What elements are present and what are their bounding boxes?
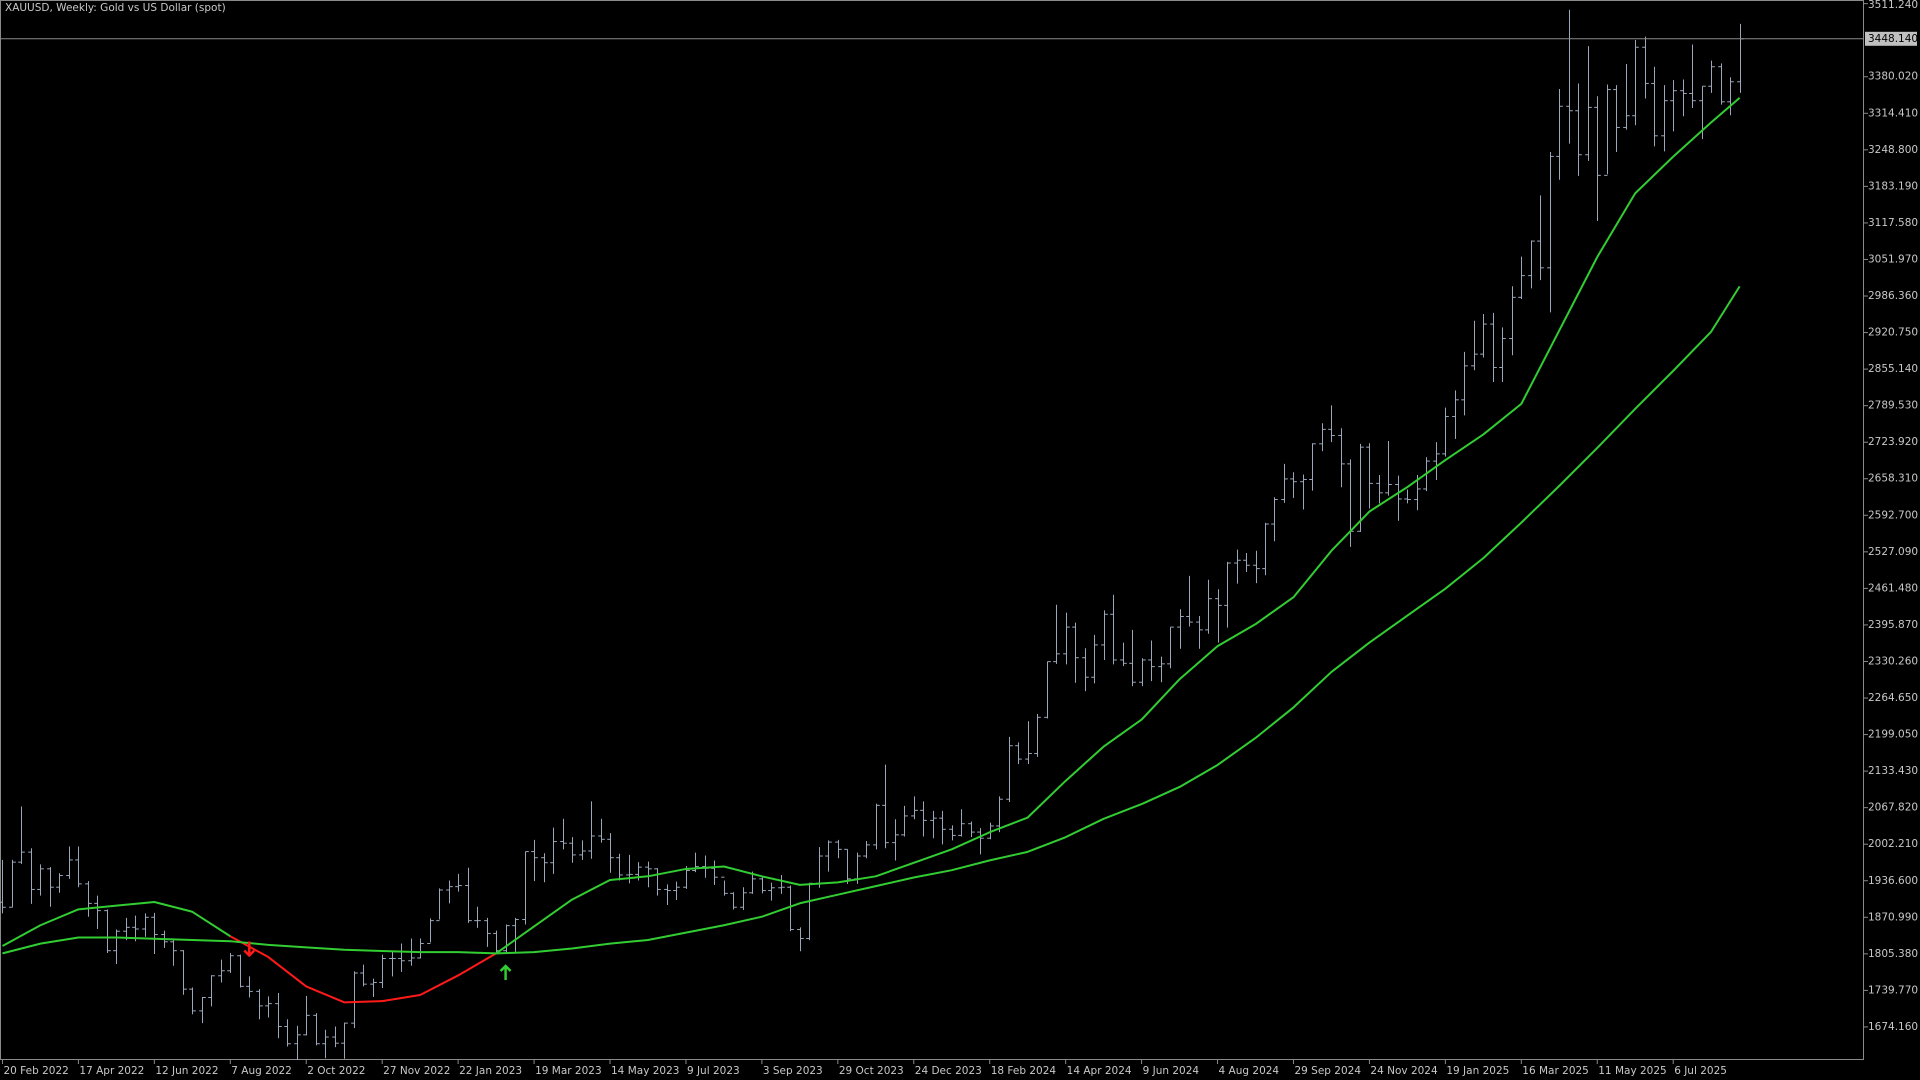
signal-arrow (243, 941, 256, 958)
x-tick-label: 9 Jun 2024 (1143, 1065, 1200, 1077)
x-tick-label: 20 Feb 2022 (3, 1065, 68, 1077)
moving-average (2, 285, 1741, 955)
x-tick-label: 27 Nov 2022 (383, 1065, 450, 1077)
x-tick-label: 7 Aug 2022 (231, 1065, 292, 1077)
moving-average (495, 97, 1741, 955)
x-tick-label: 14 May 2023 (611, 1065, 679, 1077)
x-tick-label: 22 Jan 2023 (459, 1065, 522, 1077)
x-tick-label: 24 Nov 2024 (1370, 1065, 1438, 1077)
y-tick-label: 2330.260 (1868, 655, 1918, 667)
y-tick-label: 1936.600 (1868, 875, 1918, 887)
y-tick-label: 2527.090 (1868, 546, 1918, 558)
current-price-box (1865, 31, 1917, 46)
x-tick-label: 29 Sep 2024 (1294, 1065, 1361, 1077)
x-tick-label: 18 Feb 2024 (991, 1065, 1057, 1077)
x-tick-label: 12 Jun 2022 (155, 1065, 218, 1077)
x-tick-label: 14 Apr 2024 (1067, 1065, 1132, 1077)
y-tick-label: 1870.990 (1868, 911, 1918, 923)
y-tick-label: 3314.410 (1868, 107, 1918, 119)
chart-title: XAUUSD, Weekly: Gold vs US Dollar (spot) (5, 2, 226, 14)
x-tick-label: 4 Aug 2024 (1219, 1065, 1280, 1077)
x-tick-label: 19 Jan 2025 (1446, 1065, 1509, 1077)
x-tick-label: 11 May 2025 (1598, 1065, 1666, 1077)
y-tick-label: 2658.310 (1868, 473, 1918, 485)
y-tick-label: 3117.580 (1868, 217, 1918, 229)
y-tick-label: 2395.870 (1868, 619, 1918, 631)
signal-arrow (499, 964, 512, 980)
y-tick-label: 2067.820 (1868, 802, 1918, 814)
y-tick-label: 3511.240 (1868, 0, 1918, 11)
y-tick-label: 2789.530 (1868, 400, 1918, 412)
y-tick-label: 3051.970 (1868, 253, 1918, 265)
y-tick-label: 1739.770 (1868, 984, 1918, 996)
y-tick-label: 2723.920 (1868, 436, 1918, 448)
y-tick-label: 2002.210 (1868, 838, 1918, 850)
y-tick-label: 2264.650 (1868, 692, 1918, 704)
x-tick-label: 6 Jul 2025 (1674, 1065, 1727, 1077)
y-tick-label: 2199.050 (1868, 729, 1918, 741)
y-tick-label: 2133.430 (1868, 765, 1918, 777)
x-tick-label: 29 Oct 2023 (839, 1065, 904, 1077)
plot-frame (0, 0, 1864, 1060)
current-price-label: 3448.140 (1868, 33, 1918, 45)
moving-average (229, 935, 497, 1004)
y-tick-label: 2920.750 (1868, 327, 1918, 339)
y-tick-label: 1805.380 (1868, 948, 1918, 960)
y-tick-label: 1674.160 (1868, 1021, 1918, 1033)
y-tick-label: 2855.140 (1868, 363, 1918, 375)
y-tick-label: 2592.700 (1868, 509, 1918, 521)
y-tick-label: 2986.360 (1868, 290, 1918, 302)
x-tick-label: 17 Apr 2022 (79, 1065, 144, 1077)
x-tick-label: 24 Dec 2023 (915, 1065, 982, 1077)
y-tick-label: 3183.190 (1868, 180, 1918, 192)
y-tick-label: 3380.020 (1868, 71, 1918, 83)
x-tick-label: 3 Sep 2023 (763, 1065, 823, 1077)
y-tick-label: 2461.480 (1868, 582, 1918, 594)
y-tick-label: 3248.800 (1868, 144, 1918, 156)
x-tick-label: 2 Oct 2022 (307, 1065, 365, 1077)
moving-average (1, 900, 231, 947)
x-tick-label: 19 Mar 2023 (535, 1065, 602, 1077)
x-tick-label: 9 Jul 2023 (687, 1065, 740, 1077)
x-tick-label: 16 Mar 2025 (1522, 1065, 1589, 1077)
